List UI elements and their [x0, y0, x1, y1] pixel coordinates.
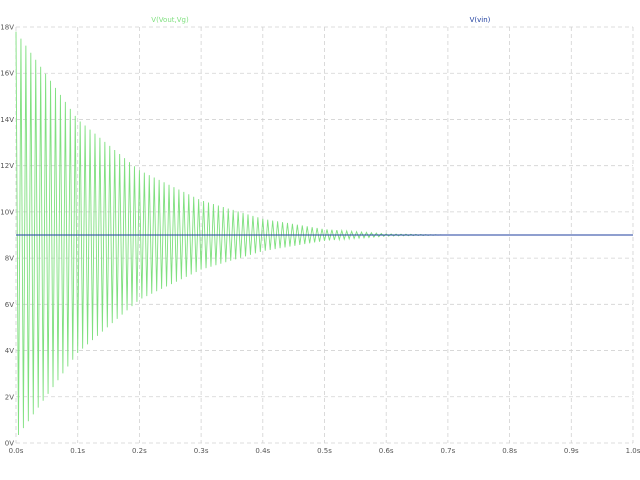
y-tick-label: 12V	[0, 162, 14, 170]
tick-labels: 0.0s 0.1s 0.2s 0.3s 0.4s 0.5s 0.6s 0.7s 0.8s 0.9s…	[0, 24, 640, 456]
x-tick-label: 0.8s	[502, 447, 517, 455]
x-tick-label: 0.4s	[255, 447, 270, 455]
legend-entry-vout-vg[interactable]: V(Vout,Vg)	[151, 16, 189, 24]
x-tick-label: 0.0s	[9, 447, 24, 455]
y-tick-label: 4V	[5, 347, 14, 355]
y-tick-label: 2V	[5, 393, 14, 401]
y-tick-label: 10V	[0, 208, 14, 216]
y-tick-label: 8V	[5, 255, 14, 263]
x-tick-label: 1.0s	[626, 447, 640, 455]
x-tick-label: 0.9s	[564, 447, 579, 455]
x-tick-label: 0.1s	[70, 447, 85, 455]
x-tick-label: 0.2s	[132, 447, 147, 455]
y-tick-label: 16V	[0, 70, 14, 78]
legend-entry-vin[interactable]: V(vin)	[470, 16, 491, 24]
legend: V(Vout,Vg) V(vin)	[151, 16, 490, 24]
y-tick-label: 0V	[5, 440, 14, 448]
x-tick-label: 0.3s	[194, 447, 209, 455]
series-layer	[15, 31, 633, 435]
grid	[15, 26, 634, 444]
x-tick-label: 0.5s	[317, 447, 332, 455]
y-tick-label: 6V	[5, 301, 14, 309]
y-tick-label: 14V	[0, 116, 14, 124]
y-tick-label: 18V	[0, 24, 14, 32]
x-tick-label: 0.7s	[441, 447, 456, 455]
x-tick-label: 0.6s	[379, 447, 394, 455]
